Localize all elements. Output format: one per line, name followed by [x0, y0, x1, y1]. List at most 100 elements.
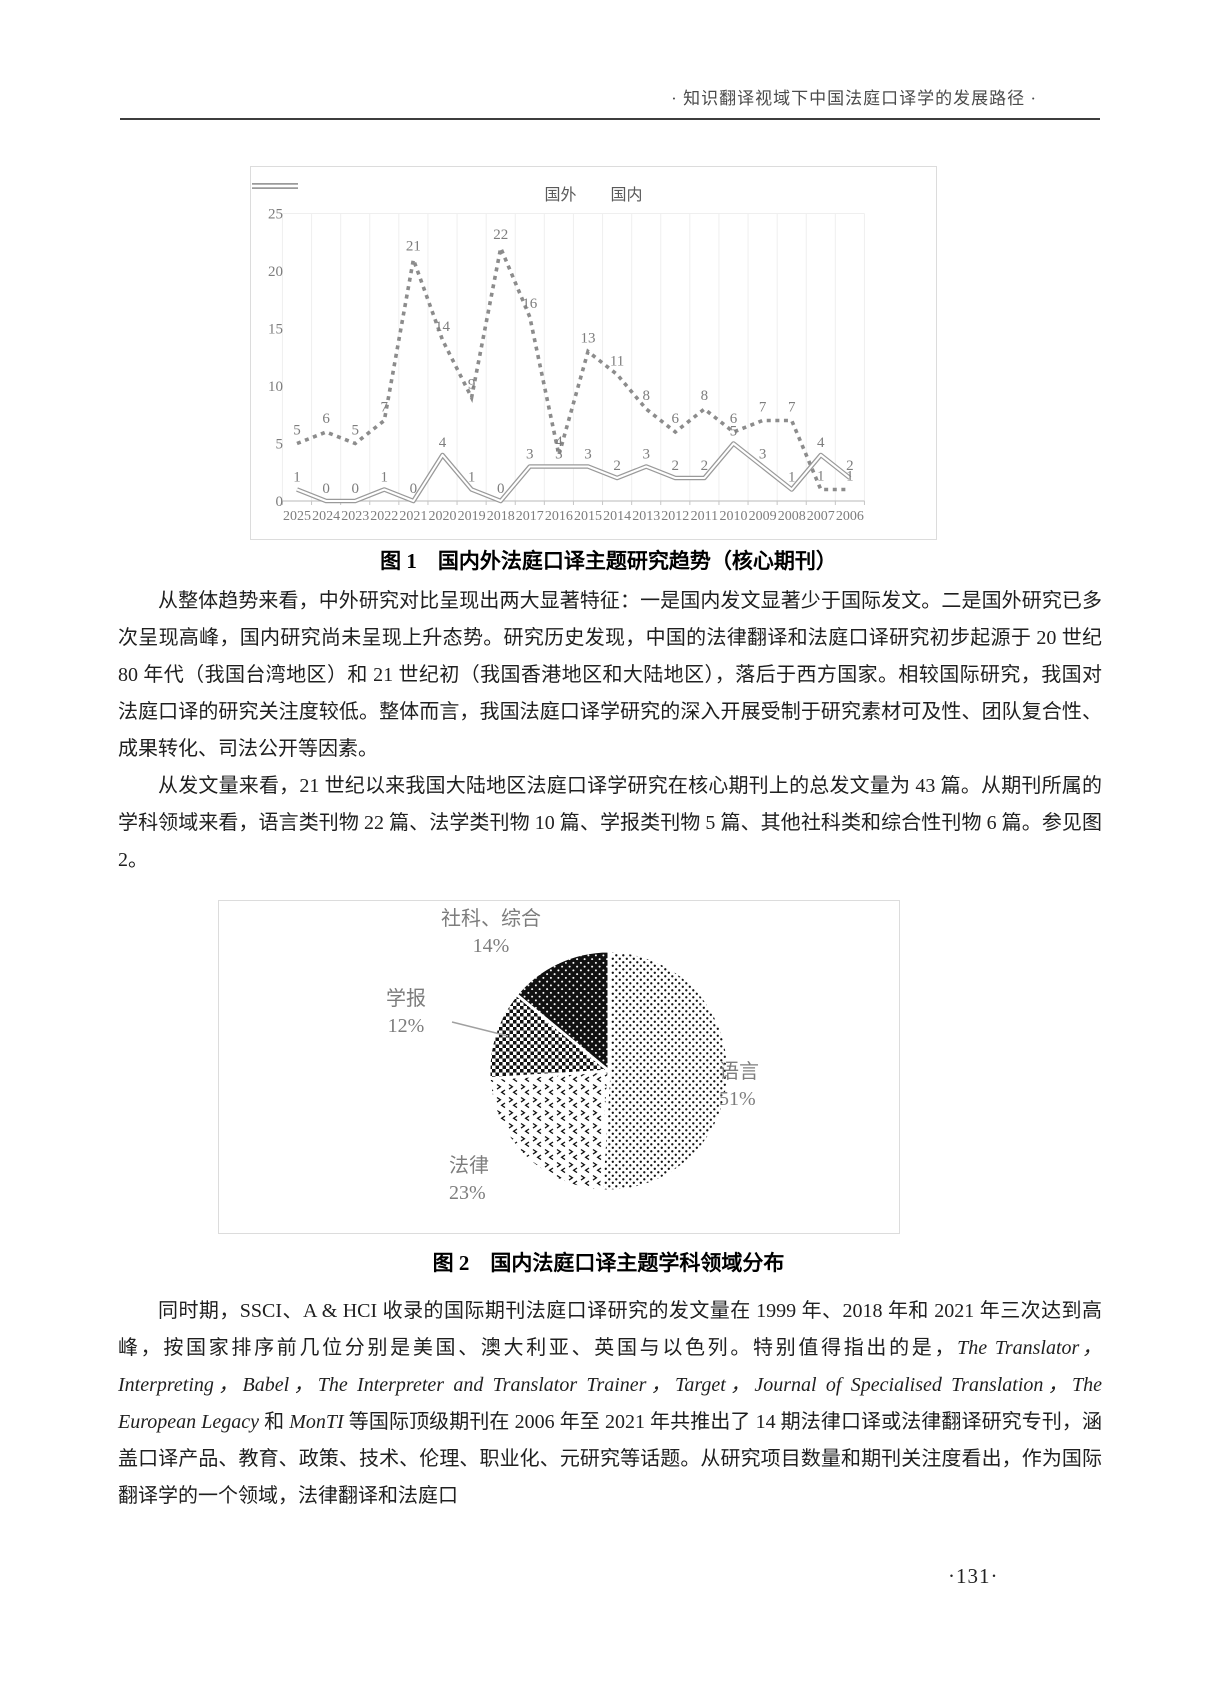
x-axis-label: 2015	[574, 509, 602, 524]
data-label-domestic: 0	[497, 481, 505, 497]
paragraph-2: 从发文量来看，21 世纪以来我国大陆地区法庭口译学研究在核心期刊上的总发文量为 …	[118, 775, 1102, 871]
pie-label-xuebao: 学报 12%	[386, 988, 426, 1037]
pie-label-falv: 法律 23%	[449, 1155, 489, 1204]
pie-chart-svg	[451, 949, 730, 1193]
series-domestic-line-core	[296, 442, 851, 503]
data-label-foreign: 9	[468, 377, 476, 393]
data-label-foreign: 1	[846, 469, 854, 485]
data-label-domestic: 3	[526, 447, 534, 463]
x-axis-label: 2025	[283, 509, 311, 524]
x-axis-label: 2020	[429, 509, 457, 524]
data-label-foreign: 21	[406, 239, 421, 255]
data-label-domestic: 2	[701, 458, 709, 474]
data-label-domestic: 1	[468, 470, 476, 486]
data-label-domestic: 5	[730, 424, 738, 440]
data-label-foreign: 16	[522, 296, 538, 312]
pie-label-shehui: 社科、综合 14%	[441, 908, 541, 957]
body-text-run: 等国际顶级期刊在 2006 年至 2021 年共推出了 14 期法律口译或法律翻…	[118, 1411, 1103, 1507]
data-label-domestic: 4	[817, 435, 825, 451]
header-rule	[120, 118, 1100, 120]
x-axis-label: 2014	[603, 509, 631, 524]
x-axis-label: 2008	[778, 509, 806, 524]
pie-slice-51%	[600, 949, 730, 1193]
data-label-domestic: 2	[613, 458, 621, 474]
x-axis-label: 2023	[341, 509, 369, 524]
x-axis-label: 2016	[545, 509, 573, 524]
x-axis-label: 2022	[370, 509, 398, 524]
y-axis-label: 10	[268, 379, 283, 395]
paragraph-3: 同时期，SSCI、A & HCI 收录的国际期刊法庭口译研究的发文量在 1999…	[118, 1293, 1102, 1515]
legend-label-foreign: 国外	[544, 187, 577, 204]
data-label-domestic: 2	[846, 458, 854, 474]
y-axis-label: 0	[276, 494, 284, 510]
data-label-domestic: 1	[788, 470, 796, 486]
data-label-foreign: 7	[381, 400, 389, 416]
x-axis-label: 2019	[458, 509, 486, 524]
data-label-domestic: 0	[322, 481, 330, 497]
data-label-domestic: 3	[759, 447, 767, 463]
data-label-foreign: 13	[581, 331, 596, 347]
paragraph-block: 从整体趋势来看，中外研究对比呈现出两大显著特征：一是国内发文显著少于国际发文。二…	[118, 583, 1102, 879]
x-axis-label: 2024	[312, 509, 340, 524]
data-label-foreign: 22	[493, 227, 508, 243]
double-line-icon	[252, 183, 298, 189]
data-label-domestic: 3	[555, 447, 563, 463]
data-label-foreign: 5	[351, 423, 359, 439]
y-axis-label: 5	[276, 437, 284, 453]
pie-slice-23%	[487, 1069, 611, 1193]
data-label-foreign: 5	[293, 423, 301, 439]
paragraph-1: 从整体趋势来看，中外研究对比呈现出两大显著特征：一是国内发文显著少于国际发文。二…	[118, 590, 1102, 760]
data-label-domestic: 0	[410, 481, 418, 497]
legend-item-domestic: 国内	[252, 181, 643, 205]
data-label-domestic: 3	[584, 447, 592, 463]
data-label-domestic: 2	[672, 458, 680, 474]
y-axis-label: 15	[268, 322, 283, 338]
body-text-run: 和	[258, 1411, 290, 1433]
data-label-foreign: 6	[730, 411, 738, 427]
data-label-foreign: 8	[642, 388, 650, 404]
data-label-domestic: 1	[293, 470, 301, 486]
data-label-domestic: 4	[439, 435, 447, 451]
y-axis-label: 25	[268, 207, 283, 223]
data-label-foreign: 11	[610, 354, 624, 370]
x-axis-label: 2017	[516, 509, 544, 524]
data-label-foreign: 6	[322, 411, 330, 427]
legend-label-domestic: 国内	[610, 187, 643, 204]
figure1-caption: 图 1 国内外法庭口译主题研究趋势（核心期刊）	[380, 549, 837, 573]
body-text-run: 同时期，SSCI、A & HCI 收录的国际期刊法庭口译研究的发文量在 1999…	[118, 1300, 1102, 1359]
data-label-domestic: 0	[351, 481, 359, 497]
data-label-domestic: 1	[381, 470, 389, 486]
journal-name-italic: The Translator，Interpreting，Babel，The In…	[118, 1337, 1102, 1433]
data-label-domestic: 3	[642, 447, 650, 463]
data-label-foreign: 7	[759, 400, 767, 416]
x-axis-label: 2009	[749, 509, 777, 524]
series-foreign-line	[296, 241, 850, 492]
x-axis-label: 2021	[399, 509, 427, 524]
data-label-foreign: 4	[555, 434, 563, 450]
paragraph-block-2: 同时期，SSCI、A & HCI 收录的国际期刊法庭口译研究的发文量在 1999…	[118, 1293, 1102, 1515]
x-axis-label: 2007	[807, 509, 835, 524]
legend-item-foreign: 国外	[252, 181, 577, 205]
x-axis-label: 2013	[632, 509, 660, 524]
data-label-foreign: 8	[701, 388, 709, 404]
x-axis-label: 2010	[720, 509, 748, 524]
pie-slice-14%	[515, 949, 611, 1073]
data-label-foreign: 6	[672, 411, 680, 427]
journal-name-italic: MonTI	[289, 1411, 344, 1433]
pie-slice-12%	[487, 993, 611, 1080]
x-axis-label: 2018	[487, 509, 515, 524]
figure1-line-chart: 0 5 10 15 20 25 2025 2024 2023 2022 2021 2020 2019 20…	[250, 166, 937, 540]
figure2-caption: 图 2 国内法庭口译主题学科领域分布	[432, 1251, 785, 1275]
x-axis-label: 2006	[836, 509, 864, 524]
figure2-pie-chart: 社科、综合 14% 学报 12% 语言 51% 法律 23%	[218, 900, 900, 1234]
pie-label-yuyan: 语言 51%	[719, 1061, 759, 1110]
data-label-foreign: 14	[435, 319, 451, 335]
data-label-foreign: 1	[817, 469, 825, 485]
y-axis-label: 20	[268, 264, 283, 280]
leader-line	[451, 1021, 509, 1037]
page-number: ·131·	[948, 1564, 999, 1588]
chart-legend: 国外 国内	[251, 181, 936, 205]
data-label-foreign: 7	[788, 400, 796, 416]
